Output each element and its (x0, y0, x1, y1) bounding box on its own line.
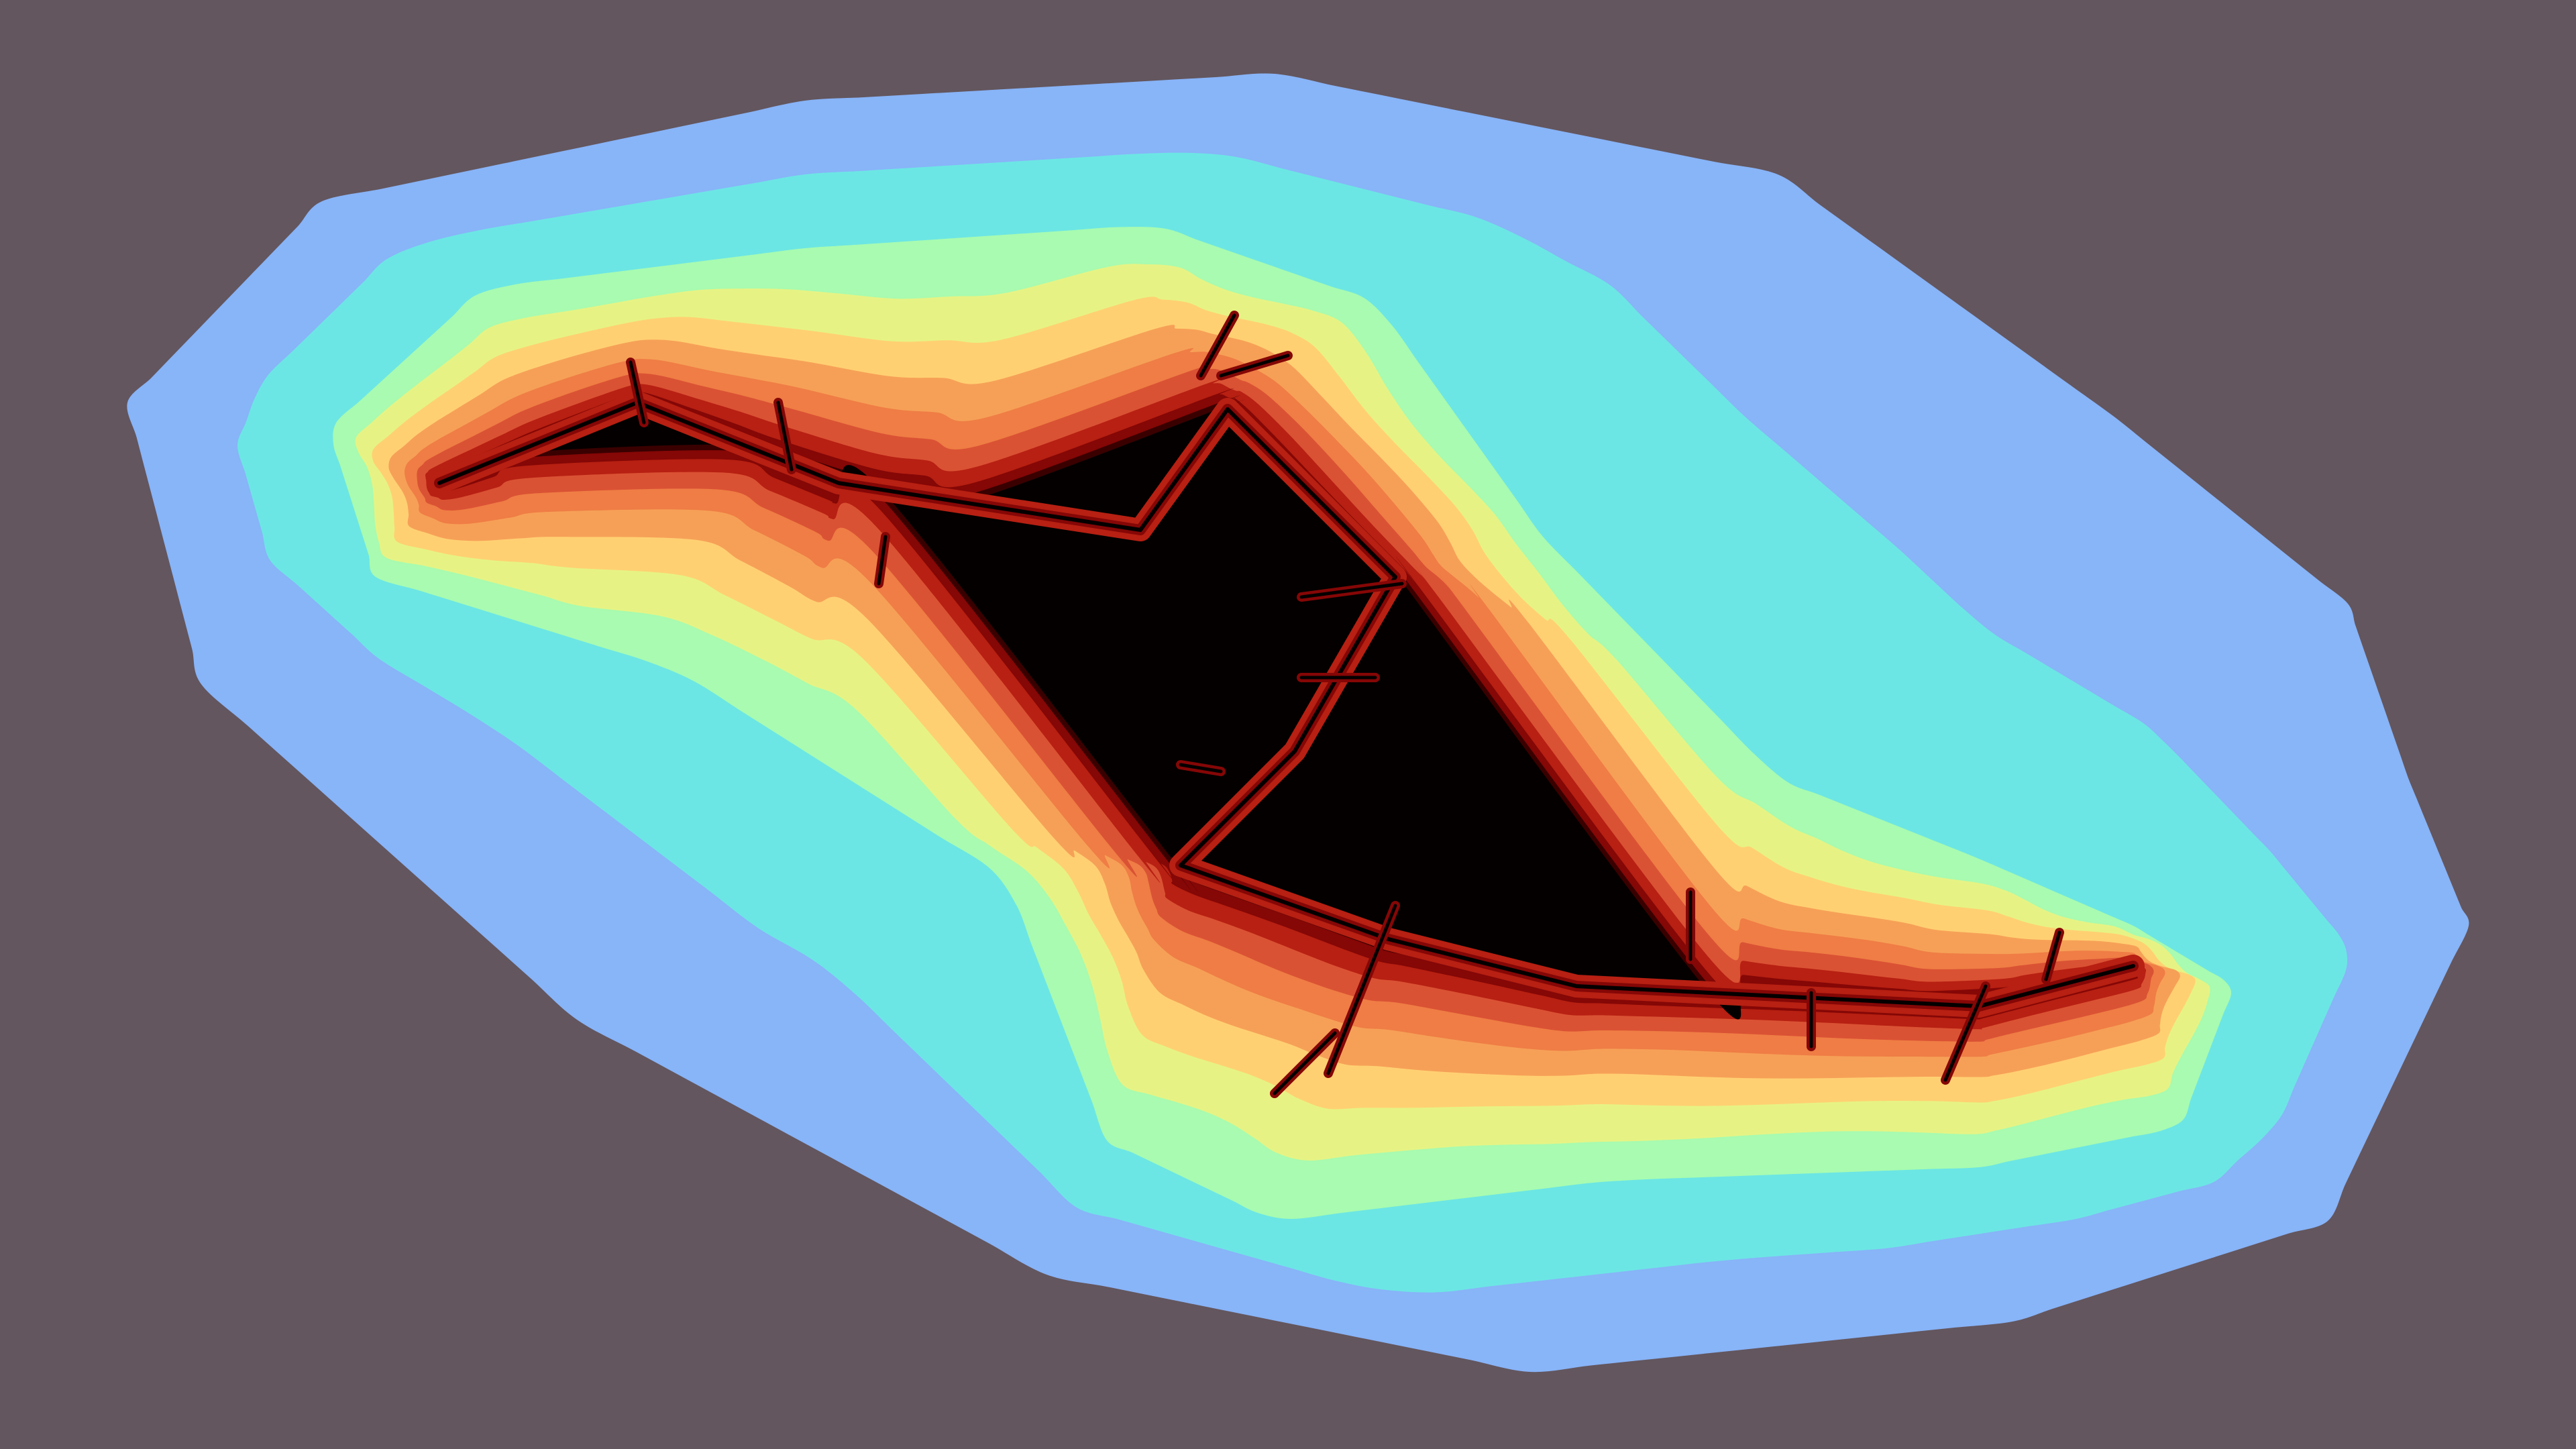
escape-band-12 (437, 399, 2135, 1020)
fractal-spine (428, 311, 2145, 1098)
core-branch-filament-2 (776, 400, 794, 472)
core-branch-filament-3 (877, 535, 888, 586)
core-filament (437, 400, 2135, 1008)
core-branch-filament-9 (1326, 904, 1397, 1075)
core-branch-filament-1 (629, 360, 646, 425)
core-branch-filament-10 (1273, 1031, 1337, 1095)
core-branch-filament-8 (1179, 763, 1223, 773)
core-branch-filament-4 (1199, 313, 1236, 378)
core-branch-filament-13 (1943, 984, 1988, 1082)
core-branch-filament-14 (2044, 930, 2061, 981)
core-branch-filament-5 (1219, 354, 1290, 378)
core-branch-filament-6 (1299, 582, 1404, 599)
